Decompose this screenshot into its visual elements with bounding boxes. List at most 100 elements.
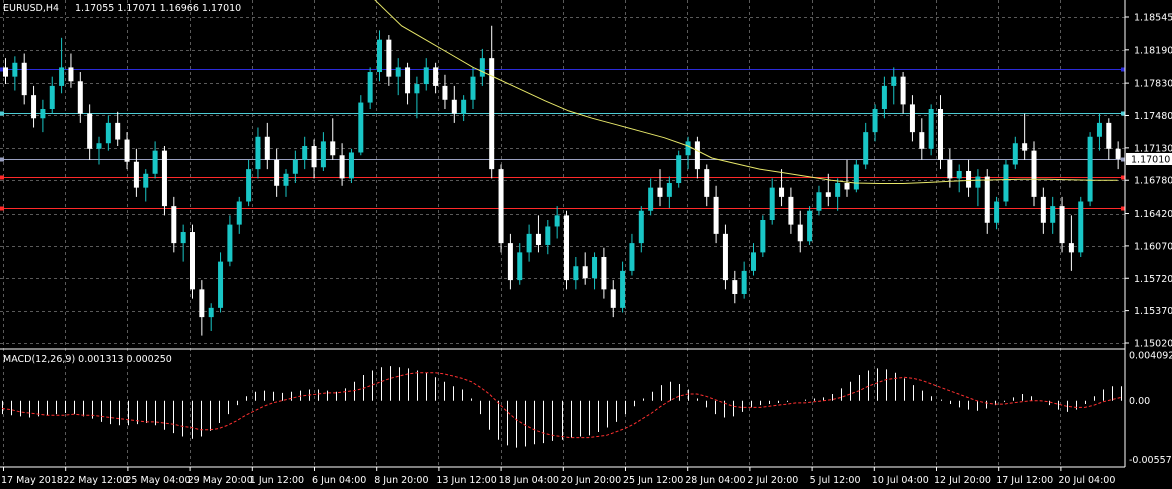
- moving-average: [374, 0, 1118, 184]
- time-tick-label: 29 May 20:00: [188, 475, 253, 486]
- time-tick-label: 18 Jun 04:00: [499, 475, 559, 486]
- candle-body: [564, 215, 569, 281]
- time-tick-label: 20 Jun 20:00: [561, 475, 621, 486]
- candle-body: [1050, 206, 1056, 223]
- candle-body: [423, 67, 429, 85]
- candle-body: [31, 95, 37, 119]
- time-tick-label: 17 Jul 12:00: [996, 475, 1053, 486]
- candle-body: [582, 266, 588, 279]
- candle-body: [143, 173, 149, 188]
- price-tick-label: 1.17480: [1134, 111, 1172, 122]
- candle-body: [180, 232, 186, 244]
- candle-body: [1096, 122, 1102, 137]
- candle-body: [68, 67, 74, 82]
- candle-body: [320, 141, 326, 168]
- price-tick-label: 1.16070: [1134, 241, 1172, 252]
- time-tick-label: 20 Jul 04:00: [1058, 475, 1115, 486]
- candle-body: [891, 76, 897, 86]
- candle-body: [1022, 143, 1028, 151]
- candle-body: [433, 67, 439, 86]
- candle-body: [732, 280, 738, 294]
- level-handle-left: [0, 175, 4, 180]
- candle-body: [779, 187, 785, 197]
- candle-body: [517, 252, 523, 281]
- time-tick-label: 25 Jun 12:00: [623, 475, 683, 486]
- candle-body: [1012, 143, 1018, 165]
- candle-body: [367, 72, 373, 103]
- candles: [3, 25, 1121, 336]
- level-handle-right: [1121, 206, 1125, 211]
- candle-body: [218, 261, 224, 308]
- candle-body: [638, 210, 644, 244]
- candle-body: [386, 39, 392, 77]
- candle-body: [395, 67, 401, 77]
- candle-body: [236, 201, 242, 225]
- candle-body: [348, 152, 354, 179]
- candle-body: [601, 256, 607, 290]
- candle-body: [966, 170, 972, 188]
- level-handle-right: [1121, 111, 1125, 116]
- candle-body: [722, 233, 728, 281]
- candle-body: [339, 155, 345, 179]
- candle-body: [246, 169, 252, 202]
- time-tick-label: 28 Jun 04:00: [685, 475, 745, 486]
- candle-body: [1040, 196, 1046, 223]
- candle-body: [769, 187, 775, 220]
- candle-body: [676, 155, 682, 184]
- candle-body: [1087, 136, 1093, 202]
- candle-body: [825, 192, 831, 197]
- candle-body: [751, 252, 756, 271]
- candle-body: [704, 169, 710, 197]
- price-tick-label: 1.17130: [1134, 143, 1172, 154]
- candle-body: [947, 159, 953, 179]
- candle-body: [881, 85, 887, 110]
- level-handle-left: [0, 111, 4, 116]
- candle-body: [470, 76, 476, 100]
- price-tick-label: 1.15020: [1134, 339, 1172, 350]
- candle-body: [330, 141, 336, 156]
- candle-body: [526, 233, 532, 253]
- candle-body: [208, 307, 214, 318]
- candle-body: [620, 270, 626, 308]
- candle-body: [863, 132, 869, 165]
- candle-body: [694, 141, 700, 170]
- candle-body: [190, 232, 195, 290]
- candle-body: [414, 84, 420, 94]
- candle-body: [535, 233, 541, 245]
- ma-line: [374, 0, 1118, 184]
- price-tick-label: 1.16420: [1134, 209, 1172, 220]
- candle-body: [264, 136, 270, 160]
- time-tick-label: 6 Jun 04:00: [312, 475, 366, 486]
- level-handle-right: [1121, 157, 1125, 162]
- candle-body: [115, 122, 121, 140]
- candle-body: [938, 109, 943, 160]
- time-tick-label: 12 Jul 20:00: [934, 475, 991, 486]
- candle-body: [1106, 122, 1112, 149]
- macd-indicator: [1, 366, 1122, 448]
- candle-body: [984, 176, 990, 223]
- macd-title: MACD(12,26,9) 0.001313 0.000250: [3, 354, 172, 365]
- candle-body: [797, 224, 803, 242]
- candle-body: [610, 289, 616, 308]
- candle-body: [292, 159, 298, 174]
- macd-tick-label: 0.004092: [1129, 351, 1172, 362]
- candle-body: [807, 210, 813, 242]
- candle-body: [451, 99, 457, 114]
- level-handle-left: [0, 67, 4, 72]
- candle-body: [1003, 164, 1009, 202]
- candle-body: [592, 256, 598, 279]
- price-tick-label: 1.15370: [1134, 306, 1172, 317]
- candle-body: [377, 39, 382, 73]
- candle-body: [919, 132, 925, 149]
- candle-body: [77, 81, 83, 114]
- candle-body: [909, 104, 915, 133]
- chart-title: EURUSD,H4: [3, 3, 59, 14]
- candle-body: [975, 176, 981, 188]
- candle-body: [311, 146, 317, 168]
- candle-body: [928, 109, 934, 149]
- current-price-box: [1126, 153, 1172, 165]
- time-tick-label: 17 May 2018: [1, 475, 63, 486]
- time-tick-label: 1 Jun 12:00: [250, 475, 304, 486]
